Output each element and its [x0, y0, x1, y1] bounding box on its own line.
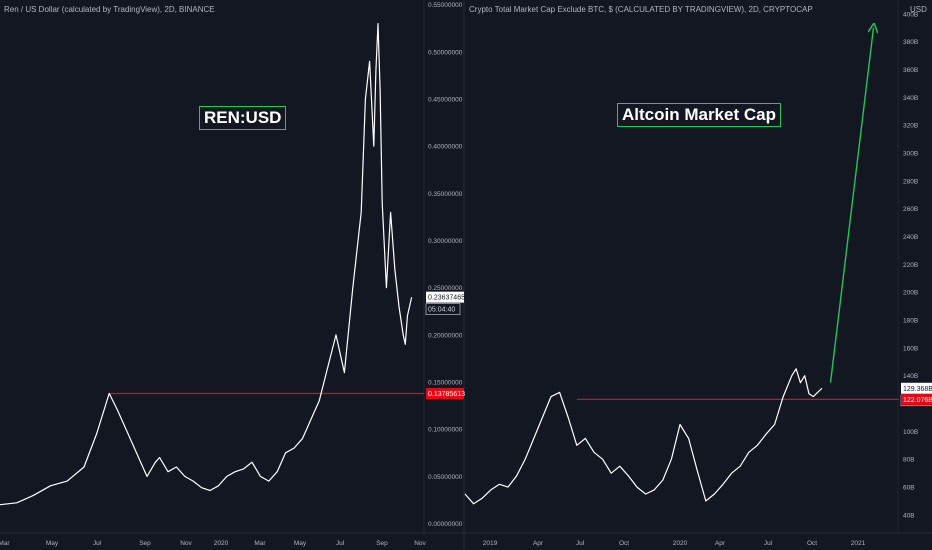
- x-tick-label-0-7: May: [294, 540, 307, 547]
- altcoin-annotation: Altcoin Market Cap: [617, 103, 781, 127]
- y-tick-label-1-11: 180B: [903, 318, 918, 325]
- x-tick-label-0-4: Nov: [180, 540, 192, 547]
- last-price-tag-1: 129.368B: [903, 386, 932, 393]
- y-tick-label-1-7: 260B: [903, 206, 918, 213]
- x-tick-label-0-3: Sep: [139, 540, 151, 547]
- countdown-tag-0: 05:04:40: [428, 307, 455, 314]
- left-chart-title: Ren / US Dollar (calculated by TradingVi…: [4, 5, 215, 14]
- level-price-tag-0: 0.13785613: [428, 391, 465, 398]
- y-tick-label-1-4: 320B: [903, 123, 918, 130]
- x-tick-label-1-2: Jul: [576, 540, 585, 547]
- x-tick-label-0-2: Jul: [93, 540, 102, 547]
- projection-arrow: [829, 28, 874, 383]
- x-tick-label-0-10: Nov: [414, 540, 426, 547]
- level-price-tag-1-box: [901, 393, 932, 405]
- x-tick-label-1-7: Oct: [807, 540, 817, 547]
- y-tick-label-1-8: 240B: [903, 234, 918, 241]
- y-tick-label-1-17: 40B: [903, 512, 915, 519]
- x-tick-label-0-1: May: [46, 540, 59, 547]
- y-tick-label-1-12: 160B: [903, 345, 918, 352]
- y-tick-label-1-3: 340B: [903, 95, 918, 102]
- x-tick-label-0-8: Jul: [336, 540, 345, 547]
- y-tick-label-1-0: 400B: [903, 11, 918, 18]
- y-tick-label-1-1: 380B: [903, 39, 918, 46]
- y-tick-label-1-14: 100B: [903, 429, 918, 436]
- y-tick-label-1-13: 140B: [903, 373, 918, 380]
- countdown-tag-0-box: [425, 303, 461, 315]
- price-series-line-0: [0, 23, 413, 506]
- y-tick-label-1-15: 80B: [903, 457, 915, 464]
- y-tick-label-0-8: 0.15000000: [428, 380, 463, 387]
- last-price-tag-0: 0.23637465: [428, 295, 465, 302]
- y-tick-label-1-5: 300B: [903, 151, 918, 158]
- right-chart-title: Crypto Total Market Cap Exclude BTC, $ (…: [469, 5, 813, 14]
- x-tick-label-0-5: 2020: [214, 540, 229, 547]
- y-tick-label-0-2: 0.45000000: [428, 97, 463, 104]
- y-tick-label-0-1: 0.50000000: [428, 49, 463, 56]
- y-tick-label-1-6: 280B: [903, 178, 918, 185]
- x-tick-label-0-0: Mar: [0, 540, 10, 547]
- y-tick-label-0-6: 0.25000000: [428, 285, 463, 292]
- y-tick-label-0-4: 0.35000000: [428, 191, 463, 198]
- x-tick-label-1-0: 2019: [483, 540, 498, 547]
- x-tick-label-1-1: Apr: [533, 540, 544, 547]
- y-tick-label-0-11: 0.00000000: [428, 521, 463, 528]
- y-tick-label-0-10: 0.05000000: [428, 474, 463, 481]
- currency-label[interactable]: USD: [910, 5, 927, 14]
- x-tick-label-1-4: 2020: [673, 540, 688, 547]
- level-price-tag-1: 122.076B: [903, 397, 932, 404]
- y-tick-label-0-0: 0.55000000: [428, 2, 463, 9]
- x-tick-label-1-6: Jul: [764, 540, 773, 547]
- x-tick-label-0-9: Sep: [376, 540, 388, 547]
- last-price-tag-1-box: [901, 382, 932, 394]
- x-tick-label-1-3: Oct: [619, 540, 629, 547]
- price-series-line-1: [464, 368, 823, 505]
- x-tick-label-0-6: Mar: [254, 540, 266, 547]
- y-tick-label-1-10: 200B: [903, 290, 918, 297]
- ren-usd-annotation: REN:USD: [199, 106, 287, 130]
- x-tick-label-1-8: 2021: [851, 540, 866, 547]
- y-tick-label-1-9: 220B: [903, 262, 918, 269]
- y-tick-label-0-3: 0.40000000: [428, 144, 463, 151]
- y-tick-label-1-2: 360B: [903, 67, 918, 74]
- last-price-tag-0-box: [426, 291, 464, 303]
- y-tick-label-0-5: 0.30000000: [428, 238, 463, 245]
- y-tick-label-0-7: 0.20000000: [428, 332, 463, 339]
- y-tick-label-1-16: 60B: [903, 485, 915, 492]
- level-price-tag-0-box: [426, 388, 464, 400]
- x-tick-label-1-5: Apr: [715, 540, 726, 547]
- y-tick-label-0-9: 0.10000000: [428, 427, 463, 434]
